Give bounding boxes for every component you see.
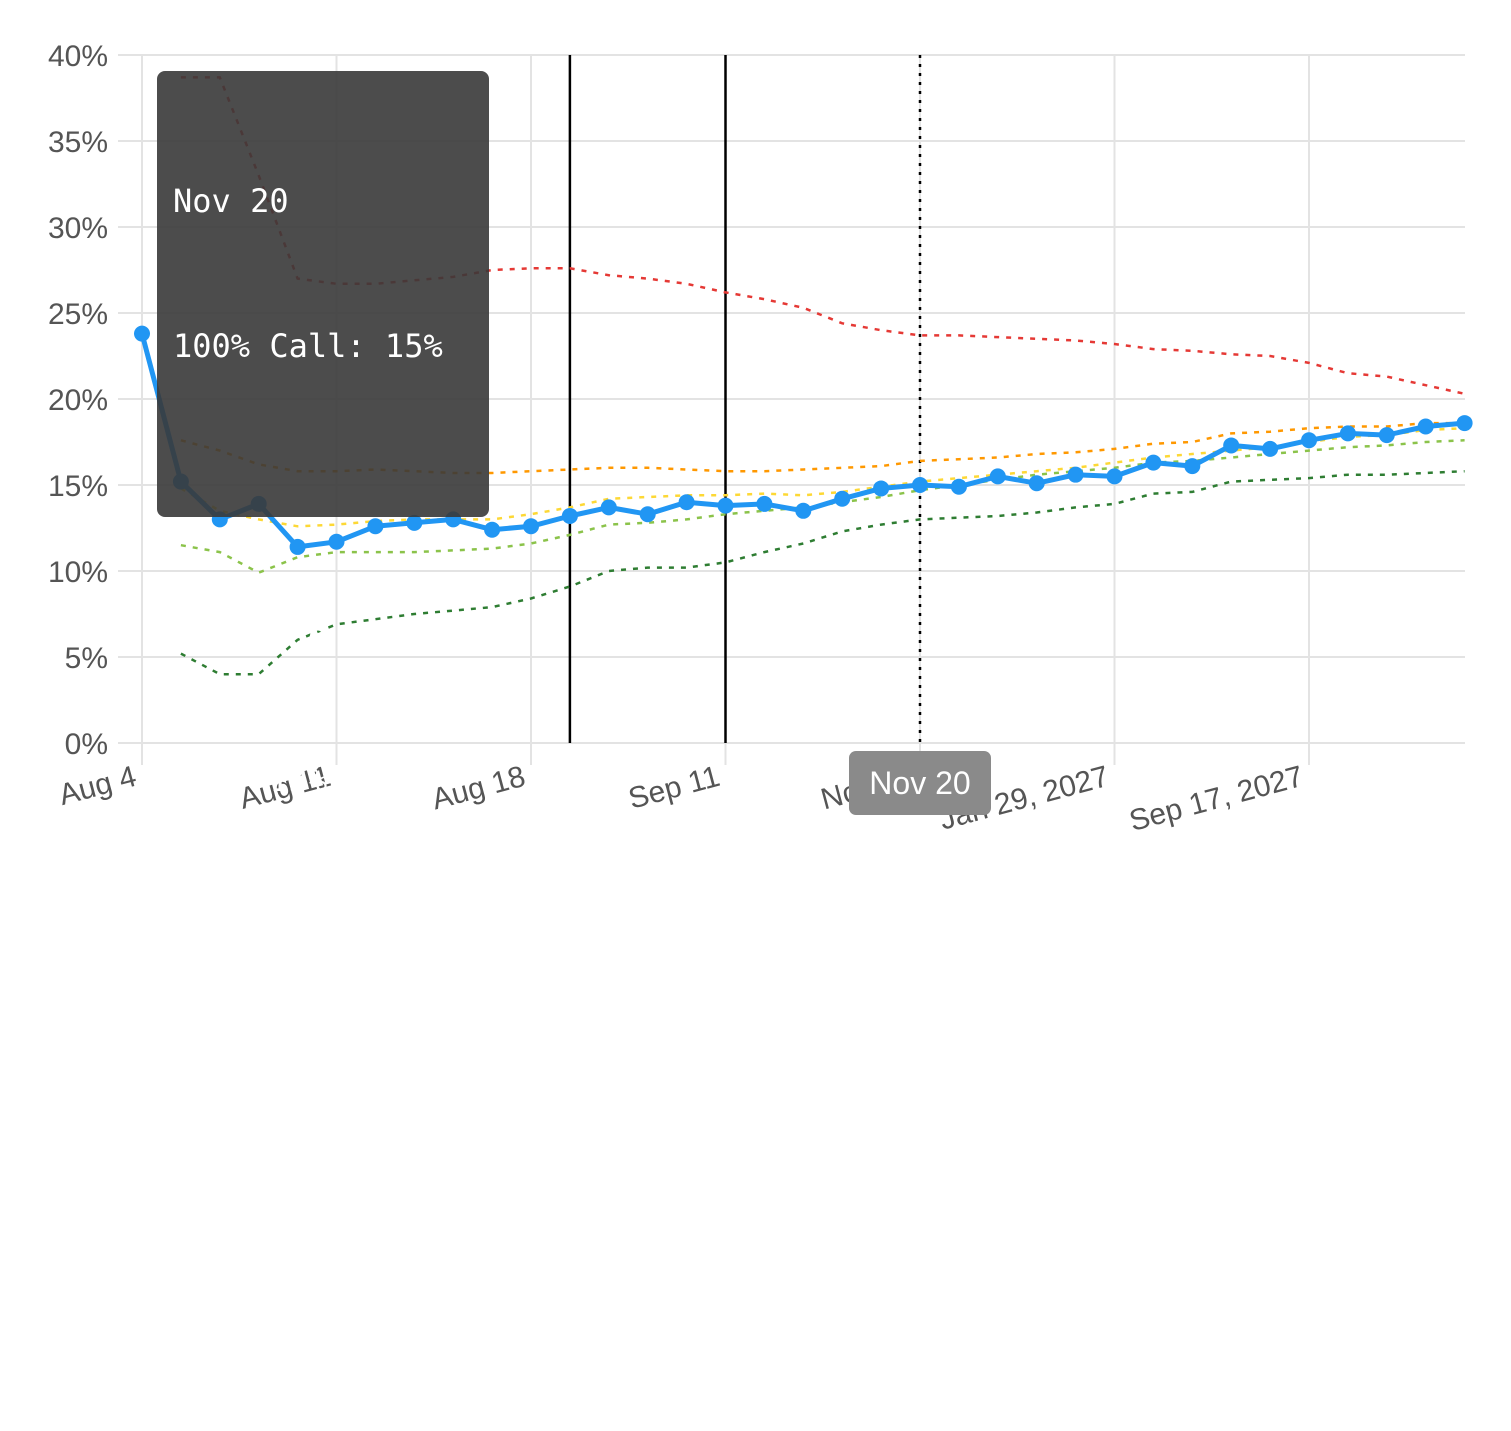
- data-point[interactable]: [134, 325, 150, 342]
- tooltip-line-call: 100% Call: 15%: [173, 327, 443, 365]
- data-point[interactable]: [912, 477, 928, 493]
- data-point[interactable]: [561, 507, 578, 524]
- tooltip-line-blank: [173, 467, 489, 515]
- data-point[interactable]: [328, 533, 345, 550]
- tooltip-line-median: Median: 15%: [173, 1049, 385, 1088]
- tooltip-line-min: Min: 13%: [173, 760, 328, 799]
- data-point[interactable]: [1339, 425, 1356, 442]
- data-point[interactable]: [1262, 440, 1279, 457]
- y-tick-label: 20%: [48, 384, 108, 417]
- x-crosshair-badge: Nov 20: [849, 751, 991, 815]
- y-tick-label: 0%: [65, 728, 108, 761]
- data-point[interactable]: [1145, 454, 1162, 471]
- x-tick-label: Aug 4: [56, 760, 140, 812]
- data-point[interactable]: [1184, 458, 1201, 475]
- y-axis-labels: 0% 5% 10% 15% 20% 25% 30% 35% 40%: [48, 40, 108, 761]
- data-point[interactable]: [523, 518, 539, 535]
- data-point[interactable]: [600, 499, 617, 516]
- data-point[interactable]: [950, 478, 967, 495]
- data-point[interactable]: [756, 495, 773, 512]
- data-point[interactable]: [834, 490, 851, 507]
- y-tick-label: 40%: [48, 40, 108, 73]
- series-line-min: [180, 469, 1465, 676]
- data-point[interactable]: [1106, 468, 1123, 485]
- data-point[interactable]: [1067, 466, 1084, 483]
- data-point[interactable]: [1301, 432, 1317, 449]
- x-tick-label: Sep 17, 2027: [1126, 760, 1307, 838]
- data-point[interactable]: [795, 502, 812, 519]
- data-point[interactable]: [1378, 427, 1395, 444]
- data-point[interactable]: [367, 518, 384, 535]
- tooltip-line-range-title: 1Y Range: [173, 616, 328, 655]
- y-tick-label: 30%: [48, 212, 108, 245]
- data-point[interactable]: [1028, 475, 1045, 492]
- y-tick-label: 10%: [48, 556, 108, 589]
- tooltip-line-p75: 75%: 16%: [173, 1194, 328, 1233]
- tooltip-line-max: Max: 24%: [173, 1339, 328, 1378]
- y-tick-label: 15%: [48, 470, 108, 503]
- data-point[interactable]: [484, 521, 501, 538]
- data-point[interactable]: [1417, 418, 1434, 435]
- data-point[interactable]: [406, 514, 423, 531]
- reference-lines: [568, 55, 922, 743]
- data-point[interactable]: [717, 497, 734, 514]
- data-point[interactable]: [1223, 437, 1240, 454]
- data-point[interactable]: [873, 480, 890, 497]
- data-point[interactable]: [678, 494, 695, 511]
- tooltip-line-date: Nov 20: [173, 182, 289, 221]
- tooltip: Nov 20 100% Call: 15% 1Y Range Min: 13% …: [157, 71, 489, 1377]
- data-point[interactable]: [1456, 415, 1473, 432]
- y-tick-label: 35%: [48, 126, 108, 159]
- data-point[interactable]: [639, 506, 656, 523]
- data-point[interactable]: [989, 468, 1006, 485]
- y-tick-label: 25%: [48, 298, 108, 331]
- y-tick-label: 5%: [65, 642, 108, 675]
- x-tick-label: Sep 11: [625, 760, 723, 816]
- tooltip-line-p25: 25%: 15%: [173, 905, 328, 944]
- data-point[interactable]: [289, 538, 306, 555]
